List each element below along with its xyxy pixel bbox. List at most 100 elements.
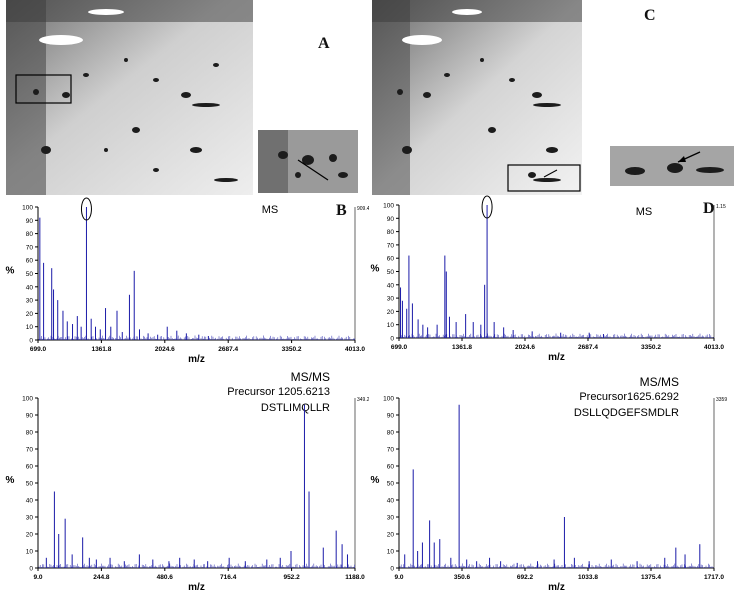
x-tick-label: 699.0 bbox=[30, 346, 47, 353]
y-tick-label: 40 bbox=[387, 498, 395, 505]
y-tick-label: 40 bbox=[387, 282, 395, 289]
x-tick-label: 2687.4 bbox=[578, 344, 598, 351]
y-tick-label: 70 bbox=[387, 447, 395, 454]
y-tick-label: 100 bbox=[22, 205, 33, 212]
x-tick-label: 4013.0 bbox=[704, 344, 724, 351]
spectrum-title: MS bbox=[636, 206, 653, 218]
y-tick-label: 0 bbox=[29, 338, 33, 345]
baseline-noise bbox=[399, 563, 714, 568]
y-tick-label: 70 bbox=[26, 244, 34, 251]
x-tick-label: 2024.6 bbox=[515, 344, 535, 351]
gel-right-svg bbox=[372, 0, 582, 195]
gel-image-right bbox=[372, 0, 582, 195]
corner-value: 1.15 bbox=[716, 204, 726, 210]
y-tick-label: 60 bbox=[387, 256, 395, 263]
x-tick-label: 9.0 bbox=[394, 574, 403, 581]
panel-label-a: A bbox=[318, 35, 330, 52]
y-axis-label: % bbox=[6, 475, 15, 486]
y-axis-label: % bbox=[371, 264, 380, 275]
y-tick-label: 20 bbox=[387, 532, 395, 539]
zoom-box-icon bbox=[15, 74, 72, 104]
x-tick-label: 2024.6 bbox=[155, 346, 175, 353]
x-tick-label: 1375.4 bbox=[641, 574, 661, 581]
y-tick-label: 0 bbox=[390, 566, 394, 573]
x-tick-label: 699.0 bbox=[391, 344, 408, 351]
x-tick-label: 716.4 bbox=[220, 574, 237, 581]
x-axis-label: m/z bbox=[548, 582, 565, 593]
highlight-circle-icon bbox=[80, 197, 92, 221]
gel-zoom-left bbox=[258, 130, 358, 193]
x-tick-label: 9.0 bbox=[33, 574, 42, 581]
y-tick-label: 30 bbox=[387, 296, 395, 303]
gel-zoom-left-svg bbox=[258, 130, 358, 193]
y-tick-label: 100 bbox=[383, 396, 394, 403]
peptide-sequence: DSTLIMQLLR bbox=[261, 402, 330, 414]
y-tick-label: 80 bbox=[387, 430, 395, 437]
spectrum-d-msms: 0 10 20 30 40 50 60 70 80 90 100 9.0 350.6 692.2 1033.… bbox=[371, 375, 728, 593]
y-tick-label: 50 bbox=[26, 481, 34, 488]
x-tick-label: 3350.2 bbox=[282, 346, 302, 353]
y-tick-label: 20 bbox=[26, 311, 34, 318]
y-tick-label: 60 bbox=[387, 464, 395, 471]
y-tick-label: 80 bbox=[26, 430, 34, 437]
baseline-noise bbox=[399, 333, 714, 338]
x-tick-label: 350.6 bbox=[454, 574, 471, 581]
y-tick-label: 30 bbox=[387, 515, 395, 522]
y-tick-label: 100 bbox=[383, 203, 394, 210]
y-tick-label: 90 bbox=[26, 218, 34, 225]
spectrum-d-ms: 0 10 20 30 40 50 60 70 80 90 100 699.0 1361.8 2024.6 2… bbox=[371, 195, 726, 363]
spectrum-title: MS bbox=[262, 204, 279, 216]
x-tick-label: 4013.0 bbox=[345, 346, 365, 353]
spectrum-b-msms: 0 10 20 30 40 50 60 70 80 90 100 9.0 244.8 480.6 716.4… bbox=[6, 370, 369, 593]
x-tick-label: 952.2 bbox=[283, 574, 300, 581]
y-tick-label: 0 bbox=[29, 566, 33, 573]
y-tick-label: 80 bbox=[387, 229, 395, 236]
y-tick-label: 50 bbox=[387, 481, 395, 488]
baseline-noise bbox=[38, 563, 355, 568]
panel-label-b: B bbox=[336, 202, 347, 219]
arrow-icon bbox=[297, 159, 329, 181]
spectrum-b-ms: 0 10 20 30 40 50 60 70 80 90 100 699.0 1361.8 2024.6 2… bbox=[6, 197, 369, 365]
gel-zoom-right bbox=[610, 146, 734, 186]
y-tick-label: 20 bbox=[387, 309, 395, 316]
y-tick-label: 70 bbox=[387, 242, 395, 249]
y-tick-label: 60 bbox=[26, 258, 34, 265]
spectrum-title: MS/MS bbox=[291, 370, 330, 384]
zoom-box-icon bbox=[507, 164, 581, 192]
y-tick-label: 50 bbox=[26, 271, 34, 278]
y-tick-label: 80 bbox=[26, 231, 34, 238]
x-axis-label: m/z bbox=[548, 352, 565, 363]
x-tick-label: 692.2 bbox=[517, 574, 534, 581]
precursor-label: Precursor 1205.6213 bbox=[227, 386, 330, 398]
gel-image-left bbox=[6, 0, 253, 195]
baseline-noise bbox=[38, 335, 355, 340]
y-tick-label: 60 bbox=[26, 464, 34, 471]
x-tick-label: 1188.0 bbox=[345, 574, 365, 581]
x-axis-label: m/z bbox=[188, 582, 205, 593]
x-tick-label: 3350.2 bbox=[641, 344, 661, 351]
x-tick-label: 480.6 bbox=[157, 574, 174, 581]
y-tick-label: 10 bbox=[387, 549, 395, 556]
y-tick-label: 30 bbox=[26, 298, 34, 305]
y-tick-label: 40 bbox=[26, 284, 34, 291]
y-axis-label: % bbox=[371, 475, 380, 486]
gel-left-svg bbox=[6, 0, 253, 195]
corner-value: 349.2 bbox=[357, 397, 369, 403]
arrow-icon bbox=[543, 169, 558, 178]
corner-value: 3359 bbox=[716, 397, 727, 403]
y-tick-label: 90 bbox=[387, 413, 395, 420]
precursor-label: Precursor1625.6292 bbox=[579, 391, 679, 403]
peptide-sequence: DSLLQDGEFSMDLR bbox=[574, 407, 679, 419]
highlight-circle-icon bbox=[481, 195, 493, 219]
spectrum-title: MS/MS bbox=[640, 375, 679, 389]
y-tick-label: 10 bbox=[26, 549, 34, 556]
panel-label-c: C bbox=[644, 7, 656, 24]
x-axis-label: m/z bbox=[188, 354, 205, 365]
panel-label-d: D bbox=[703, 200, 715, 217]
x-tick-label: 1361.8 bbox=[91, 346, 111, 353]
y-tick-label: 20 bbox=[26, 532, 34, 539]
y-tick-label: 10 bbox=[387, 322, 395, 329]
x-tick-label: 1717.0 bbox=[704, 574, 724, 581]
y-tick-label: 0 bbox=[390, 336, 394, 343]
y-axis-label: % bbox=[6, 266, 15, 277]
